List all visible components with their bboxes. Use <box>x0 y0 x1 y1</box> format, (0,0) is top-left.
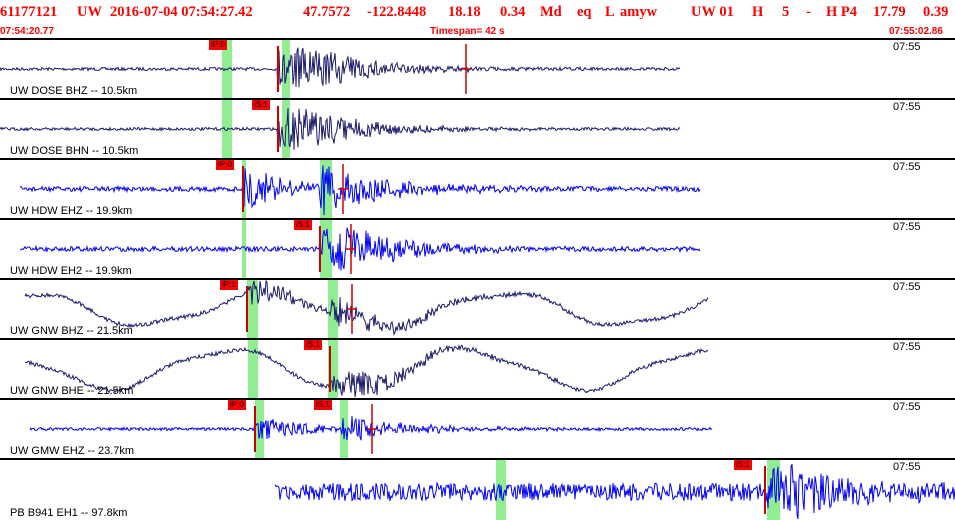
distance: 17.79 <box>873 4 906 20</box>
event-type: eq <box>577 4 592 20</box>
waveform-canvas <box>19 160 701 218</box>
start-time: 07:54:20.77 <box>0 26 54 37</box>
panel-time-label: 07:55 <box>893 101 921 113</box>
seismic-trace <box>19 227 701 271</box>
pick-window <box>282 40 290 98</box>
panel-time-label: 07:55 <box>893 41 921 53</box>
channel-label: UW DOSE BHN -- 10.5km <box>10 145 139 157</box>
phase-pick-tag[interactable]: iS:1 <box>734 460 752 470</box>
magnitude: 0.34 <box>500 4 526 20</box>
phase-pick-tag[interactable]: iS:1 <box>294 220 312 230</box>
waveform-panels: 07:55 iP:0 UW DOSE BHZ -- 10.5km 07:55 i… <box>0 38 955 520</box>
channel-label: PB B941 EH1 -- 97.8km <box>10 507 128 519</box>
waveform-canvas <box>0 40 681 98</box>
channel-label: UW GMW EHZ -- 23.7km <box>10 445 135 457</box>
phase-pick-tag[interactable]: iS:1 <box>252 100 270 110</box>
phase-pick-tag[interactable]: iP:0 <box>228 400 246 410</box>
channel-label: UW HDW EHZ -- 19.9km <box>10 205 133 217</box>
time-axis-bar: 07:54:20.77 Timespan= 42 s 07:55:02.86 <box>0 25 955 39</box>
event-id: 61177121 <box>0 4 58 20</box>
pick-window <box>242 220 246 278</box>
seismic-trace <box>0 108 681 150</box>
location-flag: L <box>605 4 615 20</box>
geo-type: H <box>752 4 764 20</box>
quality-code: H P4 <box>826 4 858 20</box>
channel-label: UW GNW BHZ -- 21.5km <box>10 325 133 337</box>
waveform-panel[interactable]: 07:55 iP:0 iS:1 UW GMW EHZ -- 23.7km <box>0 398 955 458</box>
magnitude-type: Md <box>540 4 562 20</box>
phase-count: 5 <box>782 4 790 20</box>
panel-time-label: 07:55 <box>893 161 921 173</box>
waveform-canvas <box>0 100 681 158</box>
network-code: UW <box>77 4 102 20</box>
waveform-canvas <box>19 220 701 278</box>
seismic-trace <box>24 343 709 398</box>
depth: 18.18 <box>448 4 481 20</box>
panel-time-label: 07:55 <box>893 221 921 233</box>
waveform-canvas <box>274 460 955 520</box>
seismic-trace <box>29 416 713 441</box>
waveform-canvas <box>29 400 713 458</box>
phase-pick-tag-secondary[interactable]: iS:1 <box>314 400 332 410</box>
pick-window <box>255 400 264 458</box>
phase-pick-tag[interactable]: iP:1 <box>220 280 238 290</box>
channel-label: UW HDW EH2 -- 19.9km <box>10 265 132 277</box>
waveform-panel[interactable]: 07:55 iP:1 UW GNW BHZ -- 21.5km <box>0 278 955 338</box>
end-time: 07:55:02.86 <box>889 26 943 37</box>
pick-window <box>328 340 338 398</box>
pick-window <box>222 40 232 98</box>
pick-window <box>328 280 338 338</box>
pick-window <box>248 340 258 398</box>
seismic-trace <box>19 165 701 216</box>
phase-pick-tag[interactable]: iP:0 <box>216 160 234 170</box>
pick-window <box>247 280 258 338</box>
pick-window <box>222 100 232 158</box>
origin-time: 2016-07-04 07:54:27.42 <box>110 4 253 20</box>
waveform-canvas <box>24 280 709 338</box>
seismic-trace <box>24 280 709 336</box>
longitude: -122.8448 <box>367 4 427 20</box>
latitude: 47.7572 <box>303 4 351 20</box>
waveform-canvas <box>24 340 709 398</box>
waveform-panel[interactable]: 07:55 iS:1 UW GNW BHE -- 21.5km <box>0 338 955 398</box>
phase-pick-tag[interactable]: iS:1 <box>304 340 322 350</box>
author: amyw <box>620 4 658 20</box>
waveform-panel[interactable]: 07:55 iS:1 PB B941 EH1 -- 97.8km <box>0 458 955 520</box>
channel-label: UW DOSE BHZ -- 10.5km <box>10 85 138 97</box>
waveform-panel[interactable]: 07:55 iP:0 UW DOSE BHZ -- 10.5km <box>0 38 955 98</box>
seismic-trace <box>274 464 955 520</box>
panel-time-label: 07:55 <box>893 401 921 413</box>
event-summary-header: 61177121 UW 2016-07-04 07:54:27.42 47.75… <box>0 0 955 25</box>
panel-time-label: 07:55 <box>893 341 921 353</box>
rms: 0.39 <box>923 4 949 20</box>
waveform-panel[interactable]: 07:55 iS:1 UW DOSE BHN -- 10.5km <box>0 98 955 158</box>
seismic-trace <box>0 47 681 92</box>
panel-time-label: 07:55 <box>893 461 921 473</box>
timespan: Timespan= 42 s <box>430 26 505 37</box>
subsource: UW 01 <box>691 4 734 20</box>
phase-pick-tag[interactable]: iP:0 <box>209 40 227 50</box>
separator-dash: - <box>806 4 811 20</box>
waveform-panel[interactable]: 07:55 iS:1 UW HDW EH2 -- 19.9km <box>0 218 955 278</box>
channel-label: UW GNW BHE -- 21.5km <box>10 385 134 397</box>
waveform-panel[interactable]: 07:55 iP:0 UW HDW EHZ -- 19.9km <box>0 158 955 218</box>
panel-time-label: 07:55 <box>893 281 921 293</box>
